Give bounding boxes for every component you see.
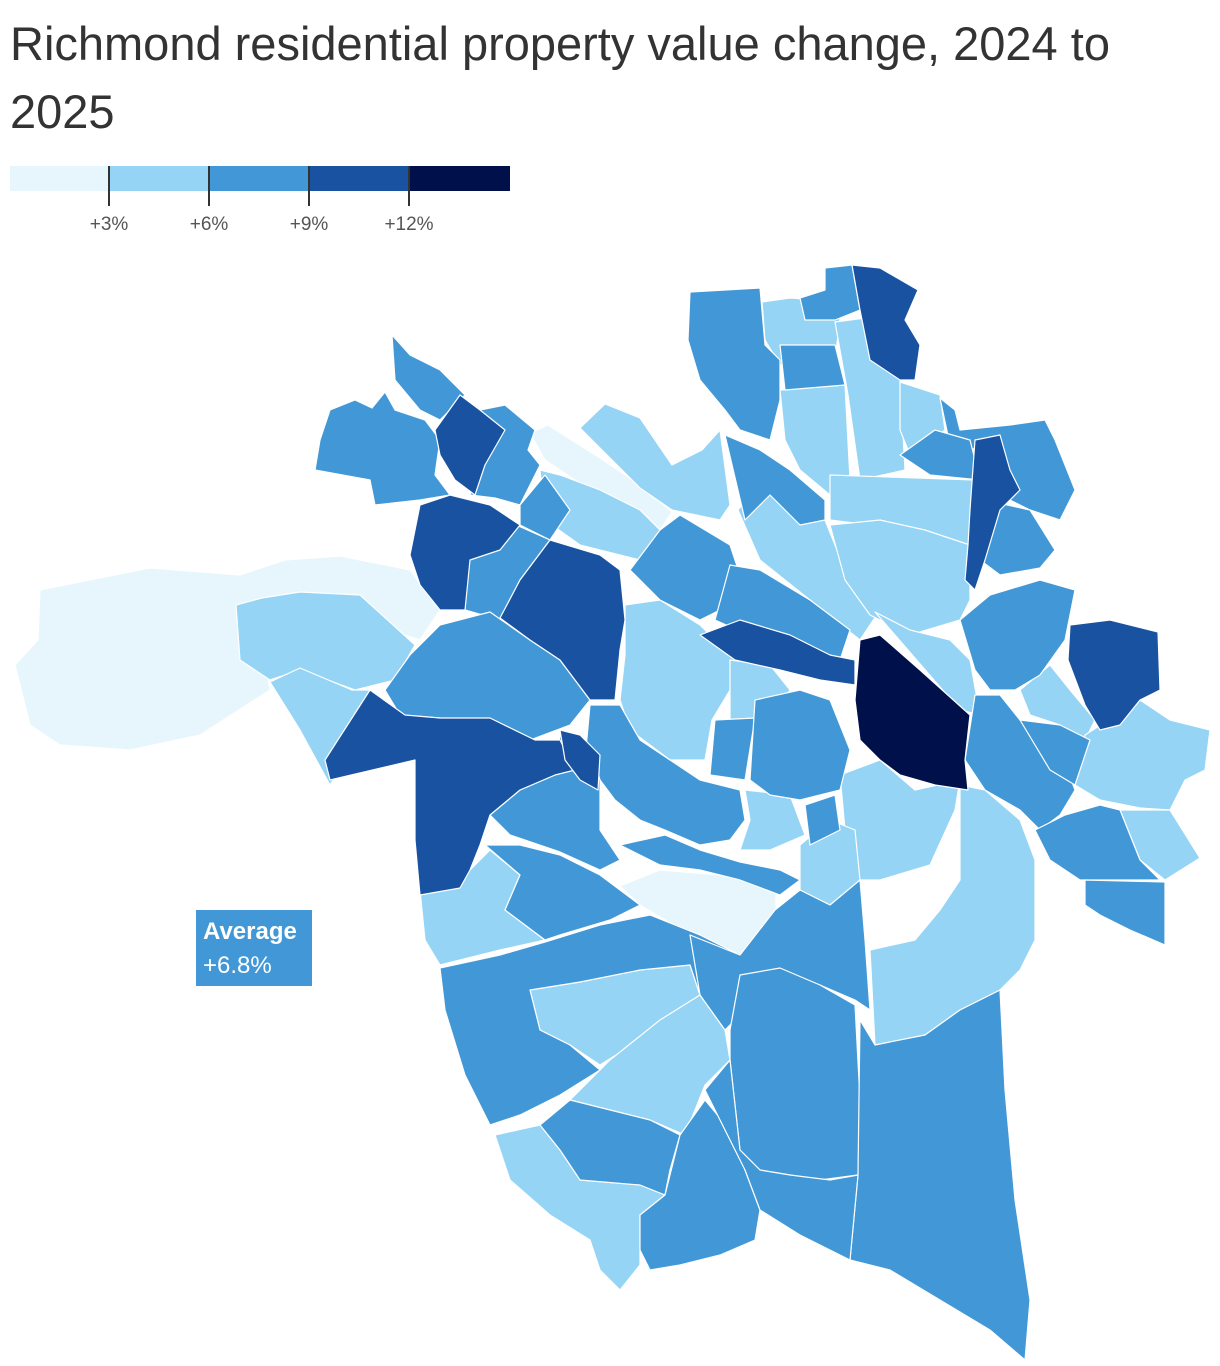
richmond-choropleth-map (14, 264, 1211, 1361)
region-northwest-mid-1 (314, 391, 451, 506)
region-southwest-mid-1 (484, 844, 641, 941)
region-south-mid-5 (539, 1099, 681, 1196)
region-northwest-light (529, 424, 673, 531)
legend-swatch-mid (210, 166, 310, 191)
region-northwest-mid-4 (519, 474, 571, 541)
region-northeast-mid-4 (959, 579, 1076, 691)
region-central-mid-6 (804, 794, 841, 846)
region-east-mid-3 (1034, 804, 1161, 881)
region-north-dark-1 (851, 264, 921, 381)
region-north-light-1 (579, 403, 731, 521)
region-east-mid-2 (1019, 719, 1091, 786)
region-south-mid-7 (704, 1059, 859, 1261)
legend-swatch-low (110, 166, 210, 191)
average-value: +6.8% (203, 952, 272, 979)
region-north-light-9 (829, 519, 971, 636)
legend-tick-mark (308, 166, 310, 206)
legend-tick-label: +3% (89, 214, 129, 235)
legend-swatch-lowest (10, 166, 110, 191)
region-central-mid-5 (619, 834, 801, 896)
region-east-mid-4 (1084, 879, 1166, 946)
region-north-mid-1 (687, 287, 781, 441)
region-north-mid-4 (779, 344, 846, 391)
average-label: Average (203, 918, 297, 945)
legend-tick-mark (208, 166, 210, 206)
legend-tick-label: +6% (189, 214, 229, 235)
legend-tick-label: +12% (384, 214, 434, 235)
region-east-dark-1 (1067, 619, 1161, 731)
region-west-dark-3 (324, 689, 576, 896)
region-east-light-1 (1019, 664, 1096, 741)
region-northwest-dark-1 (434, 394, 506, 496)
region-south-mid-4 (849, 989, 1031, 1361)
legend-ticks: +3% +6% +9% +12% (10, 166, 510, 235)
average-annotation: Average +6.8% (196, 910, 312, 986)
region-downtown-darkest (854, 634, 971, 791)
region-west-dark-2 (499, 539, 626, 701)
region-north-mid-3 (799, 264, 861, 321)
legend-swatch-highest (410, 166, 510, 191)
legend-tick-mark (108, 166, 110, 206)
region-central-dark-2 (559, 729, 601, 791)
legend-bar (10, 166, 510, 191)
region-central-mid-4 (749, 689, 851, 801)
region-east-mid-1 (964, 694, 1076, 831)
region-central-mid-3 (709, 717, 756, 781)
legend-tick-mark (408, 166, 410, 206)
color-legend: +3% +6% +9% +12% (10, 166, 510, 236)
region-central-dark-1 (699, 619, 856, 686)
region-west-dark-1 (409, 494, 521, 611)
region-northeast-dark-1 (964, 434, 1021, 591)
region-south-mid-1 (439, 914, 741, 1126)
legend-swatch-high (310, 166, 410, 191)
region-central-mid-1 (584, 704, 746, 846)
region-north-mid-2 (724, 434, 826, 526)
region-south-mid-3 (729, 967, 861, 1181)
legend-tick-label: +9% (289, 214, 329, 235)
chart-title: Richmond residential property value chan… (10, 17, 1110, 138)
